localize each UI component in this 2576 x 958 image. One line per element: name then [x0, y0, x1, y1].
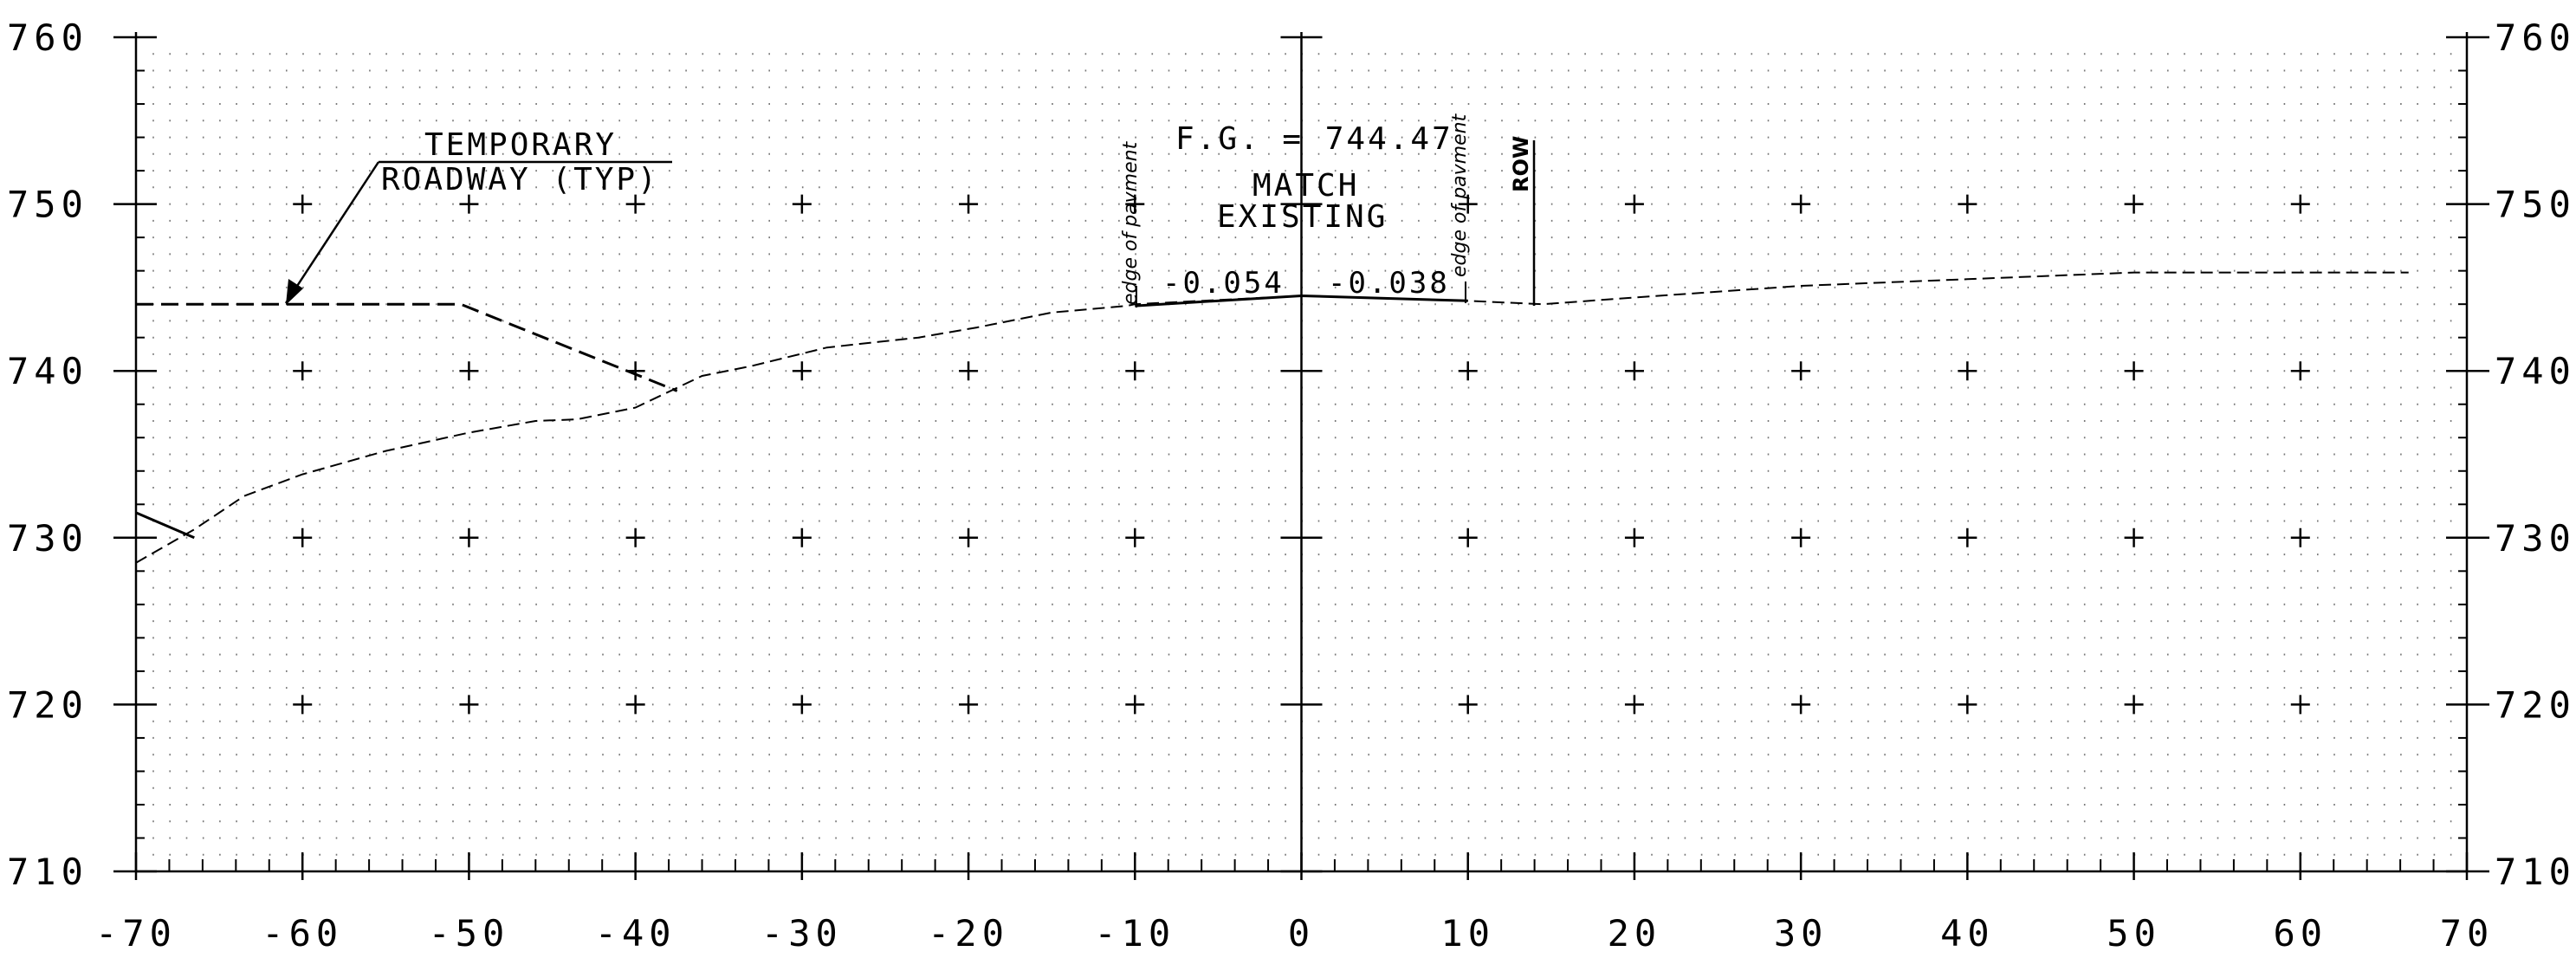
- grid-cross: [1624, 361, 1644, 381]
- x-tick-label: -50: [428, 912, 509, 955]
- leader-line: [284, 161, 380, 304]
- tick-labels: 710 710 720 720 730 730 740 740 750 750 760 760 -70 -…: [7, 16, 2576, 955]
- x-tick-label: -20: [928, 912, 1009, 955]
- x-tick-label: -70: [95, 912, 177, 955]
- grid-dots: [152, 53, 2452, 856]
- grid-cross: [792, 361, 812, 381]
- grid-dot-field: [152, 53, 2452, 856]
- grid-cross: [1125, 528, 1145, 547]
- y-tick-label-right: 720: [2495, 683, 2576, 726]
- y-tick-label-left: 710: [7, 851, 88, 893]
- grid-cross: [625, 194, 645, 214]
- leader-arrowhead: [286, 279, 303, 305]
- grid-cross: [959, 194, 979, 214]
- grid-cross: [293, 361, 313, 381]
- grid-cross: [293, 194, 313, 214]
- axis-ticks: [113, 36, 2489, 880]
- grid-cross: [1958, 194, 1977, 214]
- grid-cross: [459, 194, 479, 214]
- y-tick-label-right: 740: [2495, 350, 2576, 392]
- edge-left-label: edge of pavment: [1120, 140, 1142, 305]
- slope-right-label: -0.038: [1328, 266, 1450, 301]
- grid-cross: [959, 695, 979, 715]
- y-tick-label-left: 730: [7, 517, 88, 560]
- profile-lines: [135, 271, 2409, 564]
- match-label: MATCH: [1252, 168, 1359, 204]
- x-tick-label: 50: [2107, 912, 2161, 955]
- grid-cross: [2290, 361, 2310, 381]
- grid-cross: [2290, 695, 2310, 715]
- grid-cross: [1125, 695, 1145, 715]
- grid-cross: [2124, 361, 2144, 381]
- slope-left-label: -0.054: [1162, 266, 1285, 301]
- grid-cross: [2290, 528, 2310, 547]
- x-tick-label: 20: [1608, 912, 1662, 955]
- grid-cross: [1624, 695, 1644, 715]
- y-tick-label-left: 750: [7, 184, 88, 226]
- x-tick-label: -60: [262, 912, 343, 955]
- grid-cross: [1458, 695, 1478, 715]
- series-line-2: [136, 302, 678, 392]
- grid-cross: [625, 528, 645, 547]
- grid-cross: [1458, 528, 1478, 547]
- x-tick-label: 0: [1288, 912, 1315, 955]
- existing-label: EXISTING: [1217, 199, 1388, 235]
- grid-cross: [1125, 361, 1145, 381]
- grid-cross: [1958, 361, 1977, 381]
- grid-cross: [1458, 361, 1478, 381]
- grid-cross: [1624, 528, 1644, 547]
- grid-cross: [2124, 194, 2144, 214]
- grid-crosses: [293, 194, 2310, 715]
- grid-cross: [625, 695, 645, 715]
- temporary-label: TEMPORARY: [424, 127, 617, 163]
- grid-cross: [459, 361, 479, 381]
- grid-cross: [792, 695, 812, 715]
- grid-cross: [792, 194, 812, 214]
- y-tick-label-left: 740: [7, 350, 88, 392]
- edge-right-label: edge of pavment: [1449, 113, 1471, 277]
- grid-cross: [1958, 528, 1977, 547]
- y-tick-label-right: 730: [2495, 517, 2576, 560]
- roadway-label: ROADWAY (TYP): [381, 162, 659, 197]
- grid-cross: [1791, 528, 1811, 547]
- grid-cross: [459, 695, 479, 715]
- grid-cross: [959, 528, 979, 547]
- y-tick-label-left: 760: [7, 16, 88, 59]
- grid-cross: [2124, 528, 2144, 547]
- grid-cross: [2290, 194, 2310, 214]
- y-tick-label-right: 710: [2495, 851, 2576, 893]
- x-tick-label: 70: [2440, 912, 2495, 955]
- x-tick-label: -40: [595, 912, 676, 955]
- x-tick-label: -30: [761, 912, 843, 955]
- fg-label: F.G. = 744.47: [1175, 121, 1453, 157]
- row-label: ROW: [1509, 136, 1533, 192]
- grid-cross: [959, 361, 979, 381]
- y-tick-label-left: 720: [7, 683, 88, 726]
- series-line-4: [135, 511, 195, 540]
- x-tick-label: 60: [2273, 912, 2327, 955]
- grid-cross: [1958, 695, 1977, 715]
- x-tick-label: -10: [1094, 912, 1175, 955]
- y-tick-label-right: 750: [2495, 184, 2576, 226]
- grid-cross: [1125, 194, 1145, 214]
- x-tick-label: 10: [1440, 912, 1495, 955]
- series-line-3: [1135, 294, 1468, 307]
- grid-cross: [1791, 695, 1811, 715]
- grid-cross: [1458, 194, 1478, 214]
- x-tick-label: 40: [1940, 912, 1995, 955]
- y-tick-label-right: 760: [2495, 16, 2576, 59]
- grid-cross: [293, 695, 313, 715]
- series-line-1: [135, 271, 2409, 564]
- annotations: TEMPORARY ROADWAY (TYP) F.G. = 744.47 MA…: [284, 113, 1536, 307]
- x-tick-label: 30: [1774, 912, 1828, 955]
- grid-cross: [459, 528, 479, 547]
- grid-cross: [2124, 695, 2144, 715]
- grid-cross: [792, 528, 812, 547]
- grid-cross: [1624, 194, 1644, 214]
- grid-cross: [1791, 361, 1811, 381]
- grid-cross: [1791, 194, 1811, 214]
- grid-cross: [293, 528, 313, 547]
